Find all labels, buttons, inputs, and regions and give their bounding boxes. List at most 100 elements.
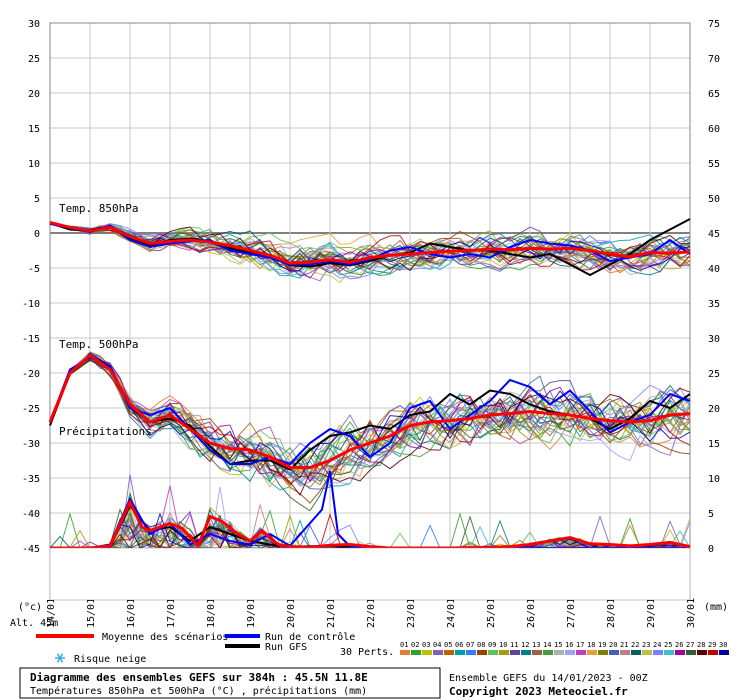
pert-legend-swatch <box>543 650 553 655</box>
legend-snow-label: Risque neige <box>74 654 146 665</box>
pert-legend-swatch <box>686 650 696 655</box>
perturbation-line <box>49 354 691 477</box>
y-right-tick-label: 60 <box>708 124 720 135</box>
pert-legend-swatch <box>477 650 487 655</box>
y-right-unit: (mm) <box>704 602 728 613</box>
pert-legend-swatch <box>609 650 619 655</box>
pert-legend-label: 19 <box>598 641 606 649</box>
chart-title: Diagramme des ensembles GEFS sur 384h : … <box>30 671 368 684</box>
legend-snow-icon <box>55 653 65 663</box>
pert-legend-label: 21 <box>620 641 628 649</box>
y-right-tick-label: 35 <box>708 299 720 310</box>
x-tick-label: 23/01 <box>406 598 417 628</box>
pert-legend-label: 22 <box>631 641 639 649</box>
x-tick-label: 15/01 <box>86 598 97 628</box>
x-tick-label: 21/01 <box>326 598 337 628</box>
y-right-tick-label: 55 <box>708 159 720 170</box>
perturbation-line <box>49 359 691 483</box>
y-right-tick-label: 5 <box>708 509 714 520</box>
pert-legend-label: 11 <box>510 641 518 649</box>
perturbation-line <box>49 222 691 271</box>
y-right-tick-label: 45 <box>708 229 720 240</box>
perturbation-line <box>49 358 691 482</box>
pert-legend-swatch <box>532 650 542 655</box>
pert-legend-swatch <box>642 650 652 655</box>
y-right-tick-label: 10 <box>708 474 720 485</box>
chart-subtitle: Températures 850hPa et 500hPa (°C) , pré… <box>30 685 367 697</box>
y-left-tick-label: 15 <box>28 124 40 135</box>
y-right-tick-label: 75 <box>708 19 720 30</box>
y-right-tick-label: 50 <box>708 194 720 205</box>
pert-legend-label: 06 <box>455 641 463 649</box>
y-left-tick-label: -40 <box>22 509 40 520</box>
x-tick-label: 18/01 <box>206 598 217 628</box>
main-series-lines <box>48 218 691 550</box>
y-left-tick-label: -25 <box>22 404 40 415</box>
pert-legend-label: 17 <box>576 641 584 649</box>
x-tick-label: 20/01 <box>286 598 297 628</box>
pert-legend-swatch <box>433 650 443 655</box>
x-tick-label: 24/01 <box>446 598 457 628</box>
perturbation-line <box>49 222 691 279</box>
x-tick-label: 14/01 <box>46 598 57 628</box>
pert-legend-swatch <box>411 650 421 655</box>
pert-legend-swatch <box>653 650 663 655</box>
y-right-tick-label: 25 <box>708 369 720 380</box>
y-left-tick-label: -20 <box>22 369 40 380</box>
pert-legend-label: 27 <box>686 641 694 649</box>
pert-legend-label: 09 <box>488 641 496 649</box>
pert-legend-label: 20 <box>609 641 617 649</box>
y-left-tick-label: -35 <box>22 474 40 485</box>
y-right-tick-label: 20 <box>708 404 720 415</box>
pert-legend-swatch <box>466 650 476 655</box>
pert-legend-swatch <box>631 650 641 655</box>
pert-legend-swatch <box>554 650 564 655</box>
pert-legend-swatch <box>675 650 685 655</box>
y-right-tick-label: 40 <box>708 264 720 275</box>
copyright: Copyright 2023 Meteociel.fr <box>449 685 628 698</box>
y-left-tick-label: -10 <box>22 299 40 310</box>
y-left-tick-label: 10 <box>28 159 40 170</box>
pert-legend-swatch <box>576 650 586 655</box>
y-right-tick-label: 0 <box>708 544 714 555</box>
x-tick-label: 27/01 <box>566 598 577 628</box>
x-tick-label: 16/01 <box>126 598 137 628</box>
legend: Moyenne des scénarios Run de contrôle Ru… <box>36 631 394 665</box>
pert-legend-label: 24 <box>653 641 661 649</box>
series-control-t500 <box>49 356 691 466</box>
y-left-unit: (°c) <box>18 602 42 613</box>
legend-perts-label: 30 Perts. <box>340 647 394 658</box>
y-right-tick-label: 30 <box>708 334 720 345</box>
series-mean-t500 <box>48 353 691 469</box>
x-tick-label: 22/01 <box>366 598 377 628</box>
pert-legend-label: 15 <box>554 641 562 649</box>
pert-legend-label: 23 <box>642 641 650 649</box>
pert-legend-label: 05 <box>444 641 452 649</box>
pert-legend-swatch <box>598 650 608 655</box>
y-left-tick-label: -45 <box>22 544 40 555</box>
pert-legend-swatch <box>565 650 575 655</box>
pert-legend-swatch <box>697 650 707 655</box>
pert-legend-swatch <box>499 650 509 655</box>
pert-legend-swatch <box>422 650 432 655</box>
y-left-tick-label: -5 <box>28 264 40 275</box>
pert-legend-swatch <box>400 650 410 655</box>
pert-legend-swatch <box>510 650 520 655</box>
pert-legend-swatch <box>719 650 729 655</box>
series-mean-t850 <box>49 221 691 265</box>
pert-legend-label: 29 <box>708 641 716 649</box>
pert-legend-label: 26 <box>675 641 683 649</box>
pert-legend-swatch <box>521 650 531 655</box>
pert-legend-label: 07 <box>466 641 474 649</box>
label-t850: Temp. 850hPa <box>59 202 138 215</box>
pert-legend-label: 25 <box>664 641 672 649</box>
run-info: Ensemble GEFS du 14/01/2023 - 00Z <box>449 673 648 684</box>
pert-legend-label: 16 <box>565 641 573 649</box>
pert-legend-swatch <box>444 650 454 655</box>
pert-legend-label: 02 <box>411 641 419 649</box>
y-left-tick-label: -30 <box>22 439 40 450</box>
pert-legend-label: 04 <box>433 641 441 649</box>
pert-legend-swatch <box>587 650 597 655</box>
